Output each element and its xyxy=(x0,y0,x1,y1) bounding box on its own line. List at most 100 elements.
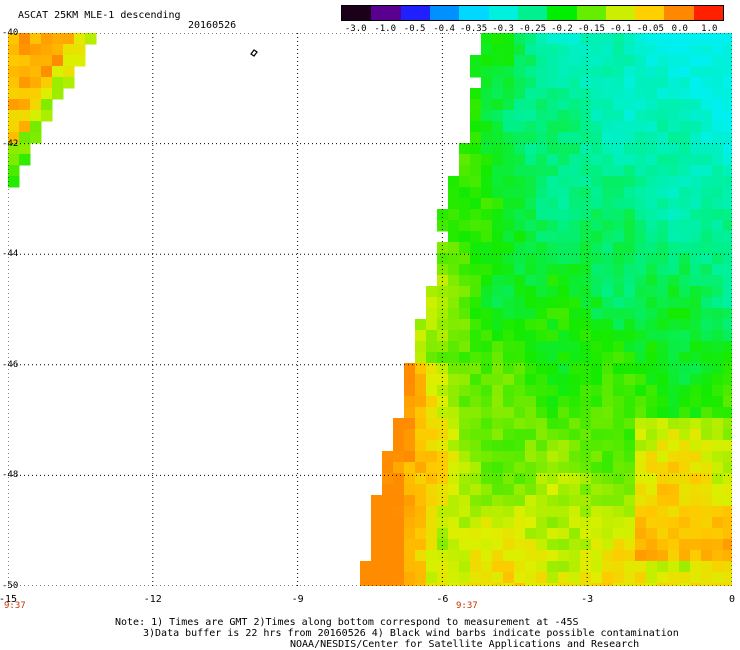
swath-cell xyxy=(657,110,669,122)
swath-cell xyxy=(547,451,559,463)
swath-cell xyxy=(712,264,724,276)
swath-cell xyxy=(580,165,592,177)
swath-cell xyxy=(492,33,504,45)
swath-cell xyxy=(635,561,647,573)
swath-cell xyxy=(481,528,493,540)
swath-cell xyxy=(503,407,515,419)
swath-cell xyxy=(547,374,559,386)
swath-cell xyxy=(558,429,570,441)
swath-cell xyxy=(668,385,680,397)
swath-cell xyxy=(723,66,732,78)
swath-cell xyxy=(613,572,625,584)
swath-cell xyxy=(635,418,647,430)
swath-cell xyxy=(646,33,658,45)
swath-cell xyxy=(558,363,570,375)
swath-cell xyxy=(404,572,416,584)
swath-cell xyxy=(492,77,504,89)
swath-cell xyxy=(536,385,548,397)
swath-cell xyxy=(646,55,658,67)
color-scale-label: -0.35 xyxy=(460,24,488,34)
swath-cell xyxy=(415,451,427,463)
swath-cell xyxy=(580,198,592,210)
swath-cell xyxy=(657,528,669,540)
swath-cell xyxy=(591,495,603,507)
swath-cell xyxy=(679,187,691,199)
lon-label: -9 xyxy=(291,594,304,605)
swath-cell xyxy=(569,539,581,551)
swath-cell xyxy=(481,374,493,386)
swath-cell xyxy=(668,418,680,430)
swath-cell xyxy=(635,539,647,551)
swath-cell xyxy=(712,330,724,342)
swath-cell xyxy=(437,385,449,397)
swath-cell xyxy=(448,352,460,364)
swath-cell xyxy=(503,308,515,320)
swath-cell xyxy=(646,253,658,265)
swath-cell xyxy=(580,561,592,573)
swath-cell xyxy=(624,550,636,562)
swath-cell xyxy=(558,462,570,474)
swath-cell xyxy=(437,583,449,586)
swath-cell xyxy=(591,330,603,342)
swath-cell xyxy=(602,374,614,386)
swath-cell xyxy=(712,77,724,89)
swath-cell xyxy=(547,407,559,419)
swath-cell xyxy=(8,165,20,177)
swath-cell xyxy=(525,253,537,265)
swath-cell xyxy=(723,231,732,243)
swath-cell xyxy=(503,451,515,463)
swath-cell xyxy=(613,132,625,144)
swath-cell xyxy=(448,209,460,221)
swath-cell xyxy=(19,44,31,56)
swath-cell xyxy=(481,66,493,78)
swath-cell xyxy=(514,121,526,133)
swath-cell xyxy=(558,275,570,287)
swath-cell xyxy=(624,264,636,276)
swath-cell xyxy=(657,407,669,419)
swath-cell xyxy=(701,374,713,386)
swath-cell xyxy=(558,506,570,518)
swath-cell xyxy=(591,308,603,320)
swath-cell xyxy=(580,154,592,166)
swath-cell xyxy=(492,506,504,518)
swath-cell xyxy=(690,385,702,397)
swath-cell xyxy=(613,286,625,298)
swath-cell xyxy=(536,341,548,353)
swath-cell xyxy=(558,110,570,122)
swath-cell xyxy=(558,242,570,254)
swath-cell xyxy=(602,539,614,551)
swath-cell xyxy=(712,110,724,122)
swath-cell xyxy=(492,88,504,100)
swath-cell xyxy=(646,506,658,518)
color-scale-label: -0.4 xyxy=(433,24,455,34)
swath-cell xyxy=(723,242,732,254)
swath-cell xyxy=(404,385,416,397)
color-scale-label: -0.3 xyxy=(492,24,514,34)
swath-cell xyxy=(646,385,658,397)
swath-cell xyxy=(646,418,658,430)
swath-cell xyxy=(624,88,636,100)
swath-cell xyxy=(602,572,614,584)
swath-cell xyxy=(448,242,460,254)
swath-cell xyxy=(679,440,691,452)
swath-cell xyxy=(569,462,581,474)
swath-cell xyxy=(459,176,471,188)
swath-cell xyxy=(404,484,416,496)
swath-cell xyxy=(580,220,592,232)
swath-cell xyxy=(701,286,713,298)
swath-cell xyxy=(514,561,526,573)
swath-cell xyxy=(569,319,581,331)
swath-cell xyxy=(503,440,515,452)
swath-cell xyxy=(404,495,416,507)
swath-cell xyxy=(558,352,570,364)
swath-cell xyxy=(525,407,537,419)
swath-cell xyxy=(646,275,658,287)
swath-cell xyxy=(63,55,75,67)
swath-cell xyxy=(723,297,732,309)
swath-cell xyxy=(481,462,493,474)
swath-cell xyxy=(547,99,559,111)
swath-cell xyxy=(613,176,625,188)
swath-cell xyxy=(481,385,493,397)
swath-cell xyxy=(525,462,537,474)
swath-cell xyxy=(503,132,515,144)
